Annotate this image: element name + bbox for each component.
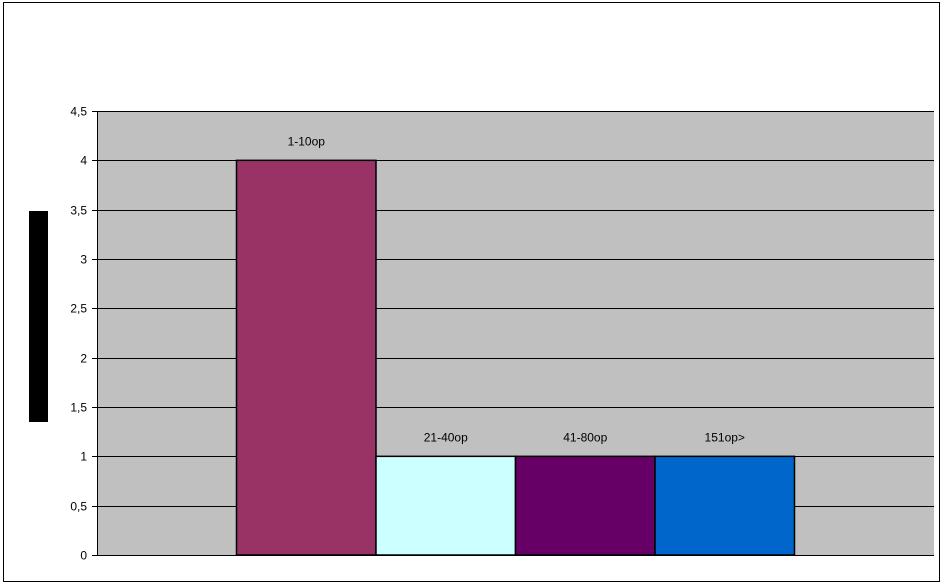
y-tick-label: 1,5: [70, 401, 87, 415]
y-tick-label: 4: [80, 154, 87, 168]
bar: [654, 455, 796, 556]
y-tick-label: 0,5: [70, 500, 87, 514]
y-tick-label: 2: [80, 352, 87, 366]
y-tick-label: 2,5: [70, 302, 87, 316]
y-axis-label-block: [29, 211, 48, 422]
bars: [235, 159, 796, 556]
data-label: 151op>: [705, 430, 745, 444]
bar: [375, 455, 517, 556]
data-labels: 1-10op 21-40op 41-80op 151op>: [288, 134, 745, 444]
data-label: 41-80op: [563, 430, 607, 444]
y-tick-label: 3: [80, 253, 87, 267]
y-tick-label: 0: [80, 549, 87, 563]
y-tick-labels: 0 0,5 1 1,5 2 2,5 3 3,5 4 4,5: [70, 105, 87, 563]
y-tick-label: 1: [80, 450, 87, 464]
axes: [92, 111, 934, 556]
bar: [514, 455, 656, 556]
y-tick-label: 4,5: [70, 105, 87, 119]
data-label: 1-10op: [288, 134, 326, 148]
y-tick-label: 3,5: [70, 204, 87, 218]
data-label: 21-40op: [424, 430, 468, 444]
bar: [235, 159, 377, 556]
